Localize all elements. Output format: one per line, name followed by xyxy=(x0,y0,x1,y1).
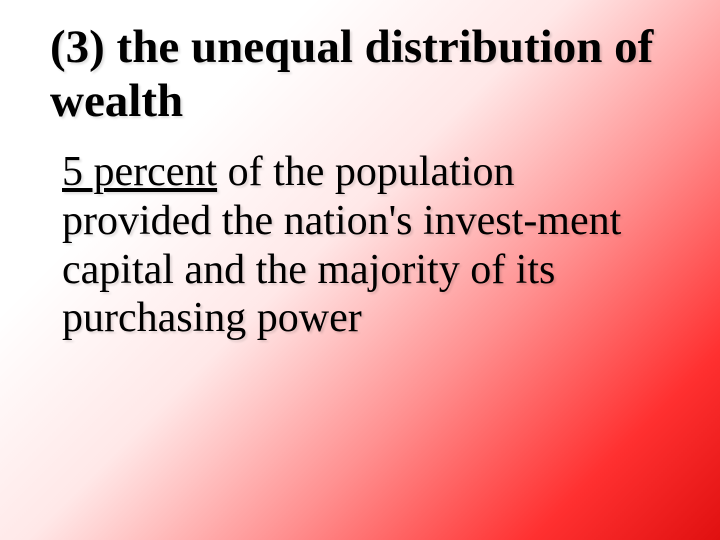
slide: (3) the unequal distribution of wealth 5… xyxy=(0,0,720,540)
slide-body: 5 percent of the population provided the… xyxy=(50,148,670,343)
slide-heading: (3) the unequal distribution of wealth xyxy=(50,20,670,128)
body-underlined-text: 5 percent xyxy=(62,149,217,195)
